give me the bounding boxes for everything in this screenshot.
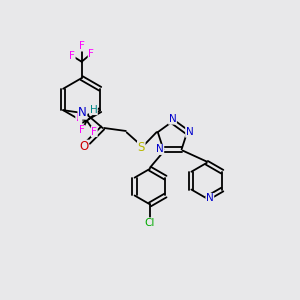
Text: F: F bbox=[88, 49, 94, 59]
Text: F: F bbox=[91, 127, 97, 136]
Text: Cl: Cl bbox=[145, 218, 155, 228]
Text: F: F bbox=[69, 51, 75, 61]
Text: N: N bbox=[156, 144, 164, 154]
Text: S: S bbox=[138, 141, 145, 154]
Text: N: N bbox=[78, 106, 87, 119]
Text: F: F bbox=[79, 125, 85, 135]
Text: N: N bbox=[186, 127, 194, 137]
Text: F: F bbox=[79, 41, 85, 51]
Text: H: H bbox=[89, 105, 97, 115]
Text: N: N bbox=[169, 114, 176, 124]
Text: F: F bbox=[76, 113, 82, 124]
Text: N: N bbox=[206, 194, 214, 203]
Text: O: O bbox=[79, 140, 88, 153]
